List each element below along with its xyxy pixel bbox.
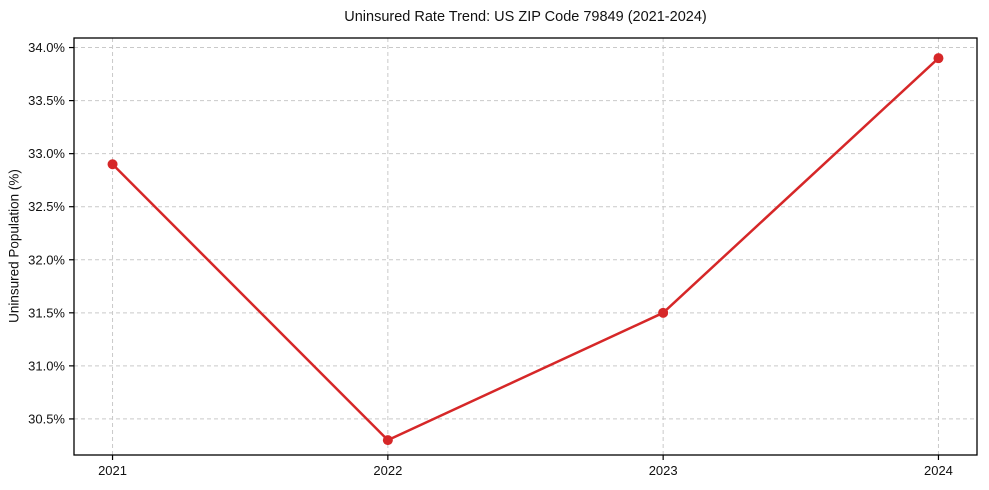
y-tick-label: 33.5% [28, 93, 65, 108]
chart-title: Uninsured Rate Trend: US ZIP Code 79849 … [344, 9, 707, 25]
y-tick-label: 32.5% [28, 199, 65, 214]
plot-border [73, 37, 978, 456]
x-tick-label: 2021 [98, 463, 127, 478]
x-tick-label: 2024 [924, 463, 953, 478]
y-tick-label: 34.0% [28, 40, 65, 55]
data-point-marker [382, 435, 393, 446]
data-point-marker [107, 159, 118, 170]
y-tick-label: 31.5% [28, 305, 65, 320]
data-point-marker [933, 53, 944, 64]
y-tick-label: 33.0% [28, 146, 65, 161]
y-tick-label: 31.0% [28, 358, 65, 373]
y-tick-label: 32.0% [28, 252, 65, 267]
y-tick-label: 30.5% [28, 411, 65, 426]
trend-line [111, 56, 940, 442]
data-point-marker [658, 307, 669, 318]
x-tick-label: 2023 [649, 463, 678, 478]
x-tick-label: 2022 [373, 463, 402, 478]
